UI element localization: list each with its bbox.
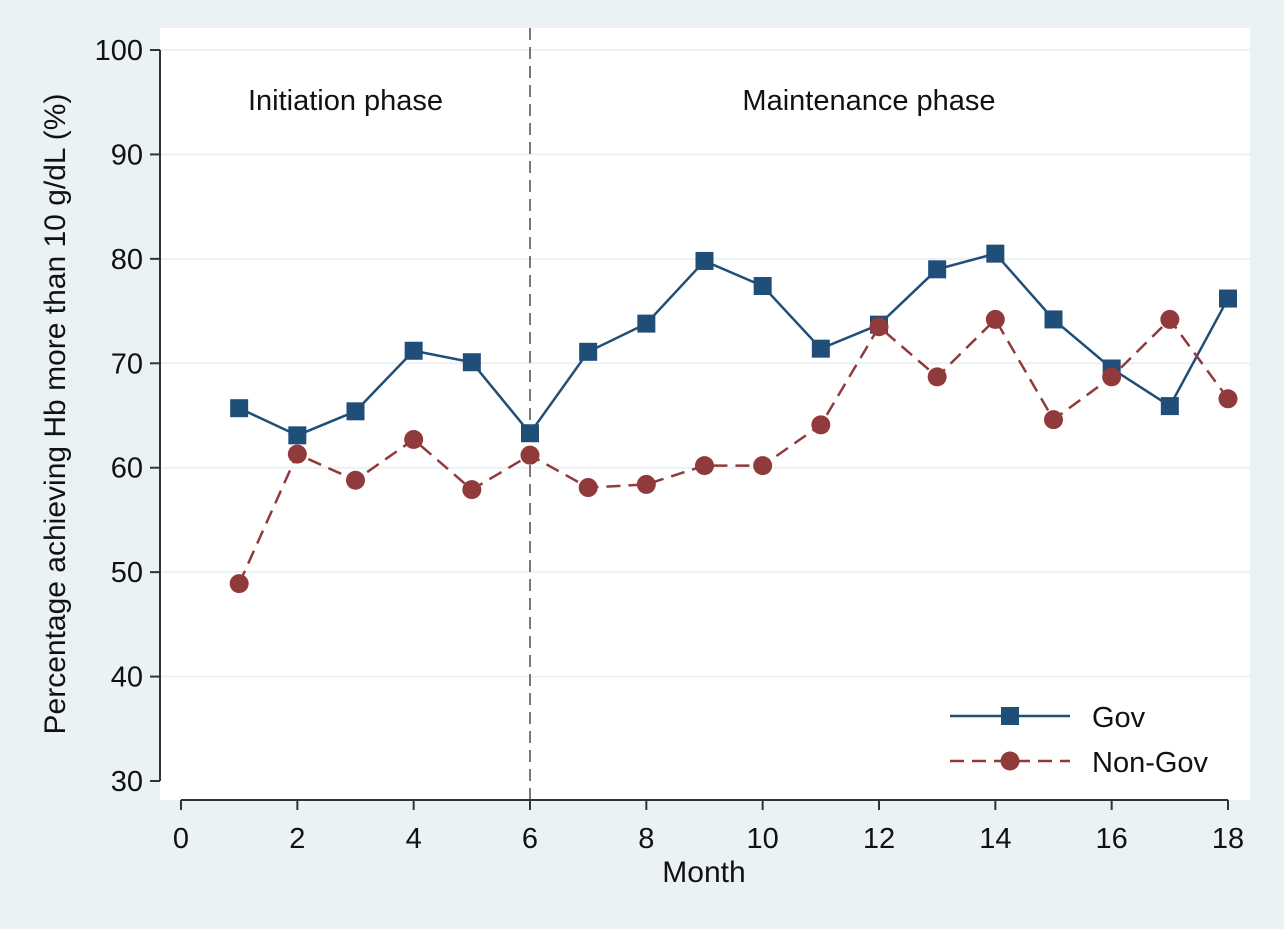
- data-point: [1160, 397, 1179, 416]
- data-point: [636, 474, 656, 494]
- y-tick-label: 90: [111, 139, 143, 171]
- y-tick-label: 100: [95, 35, 143, 67]
- data-point: [287, 444, 307, 464]
- x-tick-label: 4: [406, 823, 422, 855]
- x-axis-label: Month: [662, 856, 745, 889]
- data-point: [462, 353, 481, 372]
- x-tick-label: 2: [289, 823, 305, 855]
- phase-label: Initiation phase: [248, 85, 443, 117]
- data-point: [229, 574, 249, 594]
- data-point: [869, 317, 889, 337]
- plot-area: [160, 28, 1250, 800]
- data-point: [811, 339, 830, 358]
- data-point: [986, 244, 1005, 263]
- data-point: [927, 367, 947, 387]
- y-tick-label: 30: [111, 766, 143, 798]
- data-point: [1160, 309, 1180, 329]
- x-tick-label: 18: [1212, 823, 1244, 855]
- data-point: [579, 342, 598, 361]
- legend: Gov Non-Gov: [950, 702, 1209, 779]
- data-point: [928, 260, 947, 279]
- data-point: [1102, 367, 1122, 387]
- x-tick-label: 12: [863, 823, 895, 855]
- data-point: [637, 314, 656, 333]
- y-tick-label: 80: [111, 244, 143, 276]
- series-non-gov: [229, 309, 1238, 594]
- data-point: [346, 402, 365, 421]
- y-tick-label: 40: [111, 662, 143, 694]
- data-point: [462, 480, 482, 500]
- x-tick-label: 6: [522, 823, 538, 855]
- legend-marker: [1001, 707, 1019, 725]
- phase-label: Maintenance phase: [742, 85, 995, 117]
- y-tick-label: 70: [111, 348, 143, 380]
- data-point: [695, 251, 714, 270]
- phase-annotations: Initiation phase Maintenance phase: [248, 85, 996, 117]
- y-axis-label: Percentage achieving Hb more than 10 g/d…: [39, 94, 72, 735]
- data-point: [521, 424, 539, 443]
- data-point: [1218, 389, 1238, 409]
- data-point: [1044, 310, 1063, 329]
- data-point: [811, 415, 831, 435]
- x-tick-label: 10: [747, 823, 779, 855]
- data-point: [404, 430, 424, 450]
- x-tick-label: 16: [1096, 823, 1128, 855]
- series: [229, 244, 1238, 594]
- data-point: [753, 456, 773, 476]
- legend-label: Non-Gov: [1092, 747, 1209, 779]
- series-line: [238, 252, 1230, 437]
- data-point: [578, 478, 598, 498]
- series-gov: [230, 244, 1237, 445]
- data-point: [1219, 289, 1237, 308]
- x-tick-label: 8: [638, 823, 654, 855]
- data-point: [520, 445, 540, 465]
- data-point: [346, 470, 365, 490]
- data-point: [404, 341, 423, 360]
- data-point: [695, 456, 714, 476]
- data-point: [288, 426, 307, 445]
- y-tick-label: 60: [111, 453, 143, 485]
- series-line: [238, 317, 1230, 585]
- y-tick-label: 50: [111, 557, 143, 589]
- axes: 30 40 50 60 70 80 90 100 0 2 4 6 8 10 12 14 16 18: [95, 35, 1245, 855]
- data-point: [753, 277, 772, 296]
- legend-marker: [1000, 751, 1020, 771]
- data-point: [230, 399, 249, 418]
- legend-label: Gov: [1092, 702, 1146, 734]
- x-tick-label: 14: [979, 823, 1011, 855]
- x-tick-label: 0: [173, 823, 189, 855]
- data-point: [1044, 410, 1063, 430]
- data-point: [985, 309, 1005, 329]
